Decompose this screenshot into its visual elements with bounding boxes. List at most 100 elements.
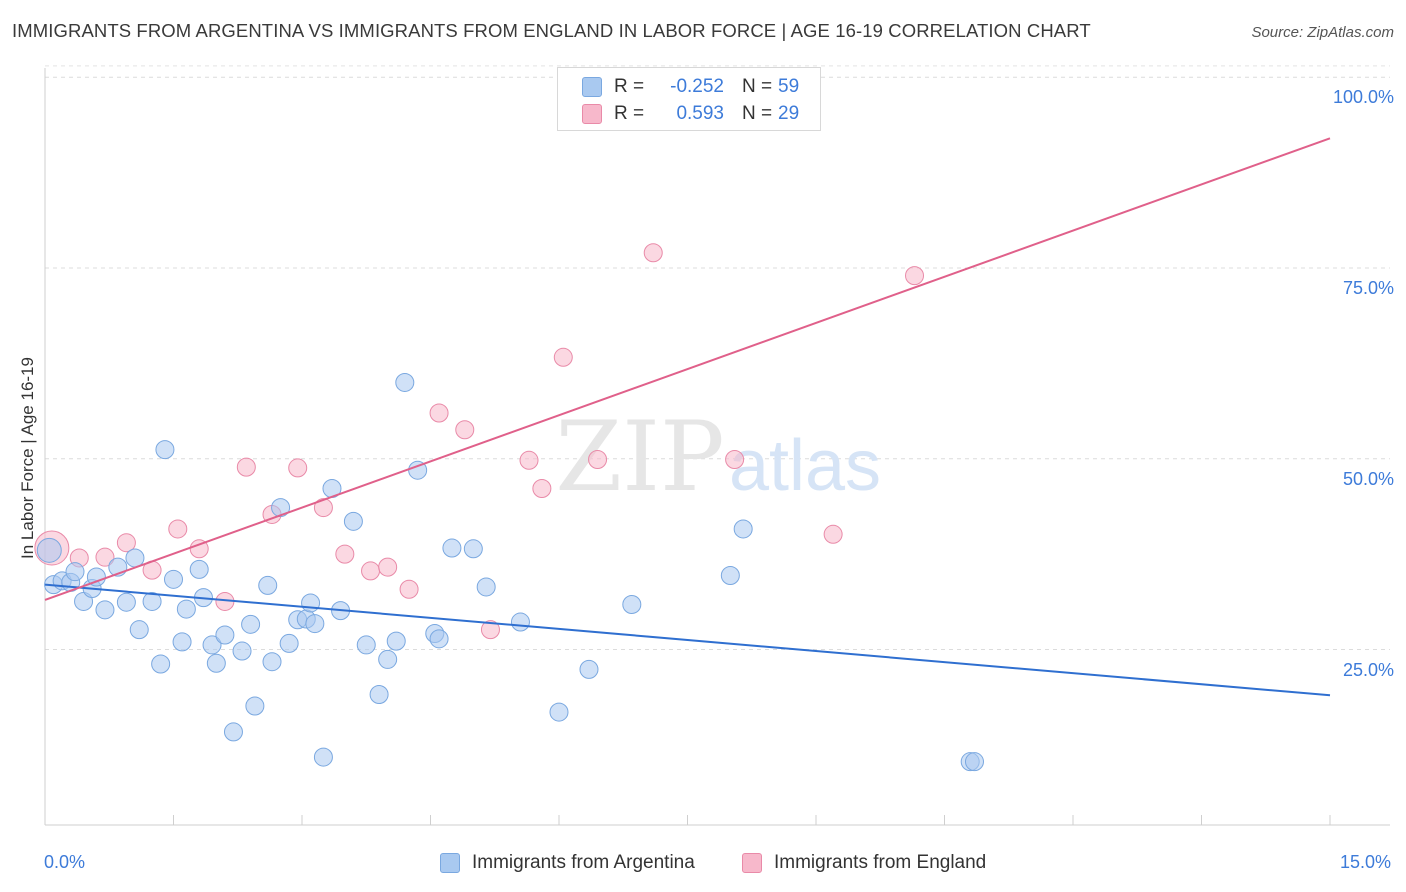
argentina-point bbox=[549, 702, 569, 722]
argentina-point bbox=[172, 632, 192, 652]
legend-r-label: R = bbox=[614, 76, 645, 97]
y-tick-75: 75.0% bbox=[1342, 278, 1394, 298]
argentina-point bbox=[116, 592, 136, 612]
argentina-point bbox=[125, 548, 145, 568]
argentina-point bbox=[258, 575, 278, 595]
argentina-point bbox=[510, 612, 530, 632]
watermark: ZIP atlas bbox=[555, 401, 881, 513]
england-point bbox=[399, 579, 419, 599]
argentina-point bbox=[206, 653, 226, 673]
legend-swatch-argentina bbox=[440, 853, 460, 873]
series-argentina-points bbox=[36, 372, 984, 772]
england-point bbox=[532, 479, 552, 499]
watermark-atlas: atlas bbox=[729, 426, 881, 506]
legend-label-argentina: Immigrants from Argentina bbox=[472, 852, 695, 873]
england-point bbox=[725, 450, 745, 470]
argentina-point bbox=[378, 649, 398, 669]
argentina-point bbox=[164, 569, 183, 589]
argentina-point bbox=[271, 498, 291, 518]
england-point bbox=[643, 243, 663, 263]
england-point bbox=[378, 557, 398, 577]
england-point bbox=[335, 544, 355, 564]
england-point bbox=[168, 519, 188, 539]
argentina-point bbox=[442, 538, 462, 558]
england-point bbox=[95, 547, 115, 567]
legend-row-argentina: R = -0.252 N = 59 bbox=[582, 74, 799, 100]
argentina-point bbox=[463, 539, 483, 559]
argentina-point bbox=[232, 641, 252, 661]
argentina-point bbox=[301, 593, 321, 613]
legend-item-argentina: Immigrants from Argentina bbox=[440, 852, 695, 874]
series-legend: Immigrants from Argentina Immigrants fro… bbox=[0, 852, 1406, 878]
legend-r-value: 0.593 bbox=[676, 103, 724, 124]
argentina-point bbox=[343, 511, 363, 531]
argentina-point bbox=[223, 722, 243, 742]
chart-source: Source: ZipAtlas.com bbox=[1251, 24, 1394, 41]
argentina-point bbox=[356, 635, 376, 655]
argentina-point bbox=[622, 594, 642, 614]
argentina-point bbox=[386, 631, 406, 651]
argentina-point bbox=[262, 652, 282, 672]
y-tick-25: 25.0% bbox=[1342, 660, 1394, 680]
england-point bbox=[905, 266, 925, 286]
argentina-point bbox=[720, 565, 740, 585]
argentina-point bbox=[95, 600, 115, 620]
legend-swatch-argentina bbox=[582, 77, 602, 97]
series-england-points bbox=[34, 67, 925, 640]
argentina-point bbox=[176, 599, 196, 619]
england-point bbox=[519, 450, 539, 470]
argentina-point bbox=[241, 614, 261, 634]
england-point bbox=[313, 498, 333, 518]
legend-n-label: N = bbox=[742, 76, 773, 97]
argentina-point bbox=[964, 752, 984, 772]
legend-n-label: N = bbox=[742, 103, 773, 124]
england-point bbox=[429, 403, 449, 423]
argentina-point bbox=[305, 614, 325, 634]
argentina-point bbox=[395, 372, 415, 392]
argentina-point bbox=[129, 620, 149, 640]
argentina-point bbox=[476, 577, 496, 597]
legend-swatch-england bbox=[742, 853, 762, 873]
argentina-point bbox=[215, 625, 235, 645]
england-point bbox=[553, 347, 573, 367]
england-point bbox=[455, 420, 475, 440]
y-tick-100: 100.0% bbox=[1332, 87, 1394, 107]
england-point bbox=[236, 457, 256, 477]
argentina-point bbox=[579, 659, 599, 679]
legend-label-england: Immigrants from England bbox=[774, 852, 987, 873]
legend-swatch-england bbox=[582, 104, 602, 124]
england-point bbox=[116, 533, 136, 553]
argentina-point bbox=[151, 654, 171, 674]
argentina-point bbox=[65, 562, 85, 582]
legend-n-value: 29 bbox=[778, 103, 800, 124]
argentina-point bbox=[189, 559, 209, 579]
trendline-england bbox=[44, 137, 1331, 601]
legend-row-england: R = 0.593 N = 29 bbox=[582, 101, 799, 127]
y-tick-50: 50.0% bbox=[1342, 469, 1394, 489]
argentina-point bbox=[155, 440, 175, 460]
argentina-point bbox=[36, 537, 62, 563]
england-point bbox=[288, 458, 308, 478]
x-tick-max: 15.0% bbox=[1340, 852, 1392, 872]
trend-lines bbox=[44, 137, 1331, 697]
watermark-zip: ZIP bbox=[555, 401, 724, 513]
argentina-point bbox=[202, 635, 222, 655]
axes bbox=[44, 68, 1390, 826]
argentina-point bbox=[86, 567, 106, 587]
stats-legend: R = -0.252 N = 59 R = 0.593 N = 29 bbox=[557, 67, 821, 131]
england-point bbox=[480, 620, 500, 640]
legend-n-value: 59 bbox=[778, 76, 800, 97]
y-axis-title: In Labor Force | Age 16-19 bbox=[18, 357, 37, 559]
england-point bbox=[361, 561, 381, 581]
argentina-point bbox=[733, 519, 753, 539]
argentina-point bbox=[313, 747, 333, 767]
argentina-point bbox=[245, 696, 265, 716]
legend-item-england: Immigrants from England bbox=[742, 852, 986, 874]
argentina-point bbox=[279, 633, 299, 653]
england-point bbox=[588, 450, 608, 470]
legend-r-label: R = bbox=[614, 103, 645, 124]
england-point bbox=[823, 524, 843, 544]
trendline-argentina bbox=[44, 583, 1331, 697]
legend-r-value: -0.252 bbox=[670, 76, 724, 97]
